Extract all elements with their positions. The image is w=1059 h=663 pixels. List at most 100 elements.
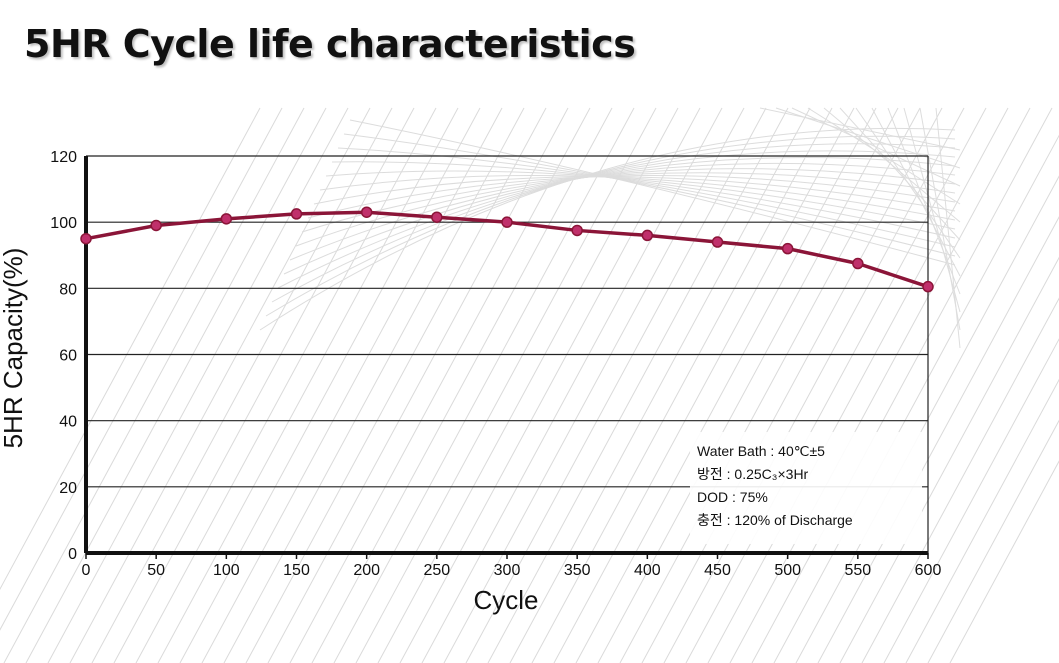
bg-stripe bbox=[465, 107, 767, 663]
data-point bbox=[781, 242, 794, 255]
bg-stripe bbox=[355, 107, 657, 663]
x-tick-label: 0 bbox=[82, 562, 91, 579]
data-point bbox=[571, 224, 583, 237]
data-point bbox=[922, 280, 934, 293]
bg-curve bbox=[277, 150, 956, 289]
bg-curve bbox=[271, 143, 956, 303]
data-point bbox=[80, 232, 92, 245]
bg-stripe bbox=[157, 107, 459, 663]
bg-stripe bbox=[861, 297, 1059, 663]
x-tick-label: 200 bbox=[353, 562, 380, 579]
data-point bbox=[360, 206, 373, 218]
bg-curve bbox=[283, 157, 956, 275]
bg-stripe bbox=[113, 107, 415, 663]
bg-stripe bbox=[905, 378, 1059, 663]
bg-stripe bbox=[839, 256, 1059, 663]
bg-stripe bbox=[333, 107, 635, 663]
bg-stripe bbox=[421, 107, 723, 663]
bg-curve bbox=[265, 135, 956, 317]
bg-stripe bbox=[729, 107, 1031, 663]
bg-stripe bbox=[597, 107, 899, 663]
bg-stripe bbox=[0, 107, 261, 591]
bg-stripe bbox=[69, 107, 371, 663]
bg-stripe bbox=[245, 107, 547, 663]
background-pattern bbox=[0, 107, 1059, 663]
bg-stripe bbox=[509, 107, 811, 663]
bg-curve bbox=[301, 172, 956, 233]
bg-stripe bbox=[575, 107, 877, 663]
x-tick-label: 400 bbox=[634, 562, 661, 579]
x-tick-label: 150 bbox=[283, 562, 310, 579]
annotation-background bbox=[690, 432, 922, 544]
bg-stripe bbox=[267, 107, 569, 663]
x-tick-labels: 0 50 100 150 200 250 300 350 400 450 500 550 600 bbox=[82, 553, 942, 579]
bg-stripe bbox=[663, 107, 965, 663]
bg-stripe bbox=[619, 107, 921, 663]
data-point bbox=[150, 219, 162, 232]
y-axis-title: 5HR Capacity(%) bbox=[0, 248, 28, 449]
x-tick-label: 550 bbox=[844, 562, 871, 579]
x-tick-label: 250 bbox=[423, 562, 450, 579]
data-point bbox=[501, 216, 513, 228]
y-tick-label: 80 bbox=[59, 281, 77, 298]
annotation-line: Water Bath : 40℃±5 bbox=[697, 443, 825, 459]
bg-stripe bbox=[377, 107, 679, 663]
annotation-line: DOD : 75% bbox=[697, 489, 768, 505]
bg-stripe bbox=[223, 107, 525, 663]
bg-stripe bbox=[795, 175, 1059, 663]
bg-stripe bbox=[443, 107, 745, 663]
bg-stripe bbox=[25, 107, 327, 663]
bg-stripe bbox=[179, 107, 481, 663]
bg-stripe bbox=[399, 107, 701, 663]
bg-stripe bbox=[3, 107, 305, 663]
bg-stripe bbox=[0, 107, 283, 631]
y-tick-labels: 0 20 40 60 80 100 120 bbox=[50, 149, 77, 563]
data-point bbox=[852, 257, 864, 270]
x-tick-label: 600 bbox=[915, 562, 942, 579]
page-title: 5HR Cycle life characteristics bbox=[24, 22, 636, 66]
bg-curve bbox=[349, 119, 956, 266]
bg-stripe bbox=[487, 107, 789, 663]
bg-stripe bbox=[773, 134, 1059, 663]
bg-stripe bbox=[201, 107, 503, 663]
bg-curve bbox=[919, 107, 961, 331]
x-tick-label: 300 bbox=[494, 562, 521, 579]
bg-stripe bbox=[531, 107, 833, 663]
bg-stripe bbox=[707, 107, 1009, 663]
x-tick-label: 450 bbox=[704, 562, 731, 579]
data-point bbox=[641, 229, 654, 242]
data-point bbox=[290, 208, 303, 220]
bg-curve bbox=[289, 162, 956, 261]
bg-curve bbox=[259, 127, 956, 331]
bg-curve bbox=[295, 168, 956, 247]
x-tick-label: 100 bbox=[213, 562, 240, 579]
bg-stripe bbox=[553, 107, 855, 663]
annotation-box: Water Bath : 40℃±5 방전 : 0.25C₃×3Hr DOD : 7… bbox=[690, 432, 922, 544]
bg-curve bbox=[325, 170, 956, 230]
bg-stripe bbox=[641, 107, 943, 663]
x-axis-title: Cycle bbox=[473, 585, 538, 615]
x-tick-label: 500 bbox=[774, 562, 801, 579]
bg-stripe bbox=[751, 107, 1053, 663]
bg-curve bbox=[307, 175, 956, 219]
annotation-line: 충전 : 120% of Discharge bbox=[697, 512, 853, 528]
bg-curve bbox=[839, 107, 961, 241]
bg-curve bbox=[313, 176, 956, 212]
bg-stripe bbox=[91, 107, 393, 663]
data-point bbox=[431, 211, 443, 223]
y-tick-label: 120 bbox=[50, 149, 77, 166]
bg-stripe bbox=[47, 107, 349, 663]
series-group bbox=[80, 206, 934, 293]
bg-curve bbox=[935, 107, 961, 349]
data-point bbox=[711, 236, 724, 248]
bg-stripe bbox=[685, 107, 987, 663]
bg-curve bbox=[319, 174, 956, 221]
y-tick-label: 0 bbox=[68, 546, 77, 563]
y-tick-label: 100 bbox=[50, 215, 77, 232]
bg-stripe bbox=[817, 216, 1059, 663]
data-point bbox=[220, 213, 233, 225]
bg-stripe bbox=[927, 419, 1059, 663]
x-tick-label: 50 bbox=[147, 562, 165, 579]
bg-stripe bbox=[289, 107, 591, 663]
